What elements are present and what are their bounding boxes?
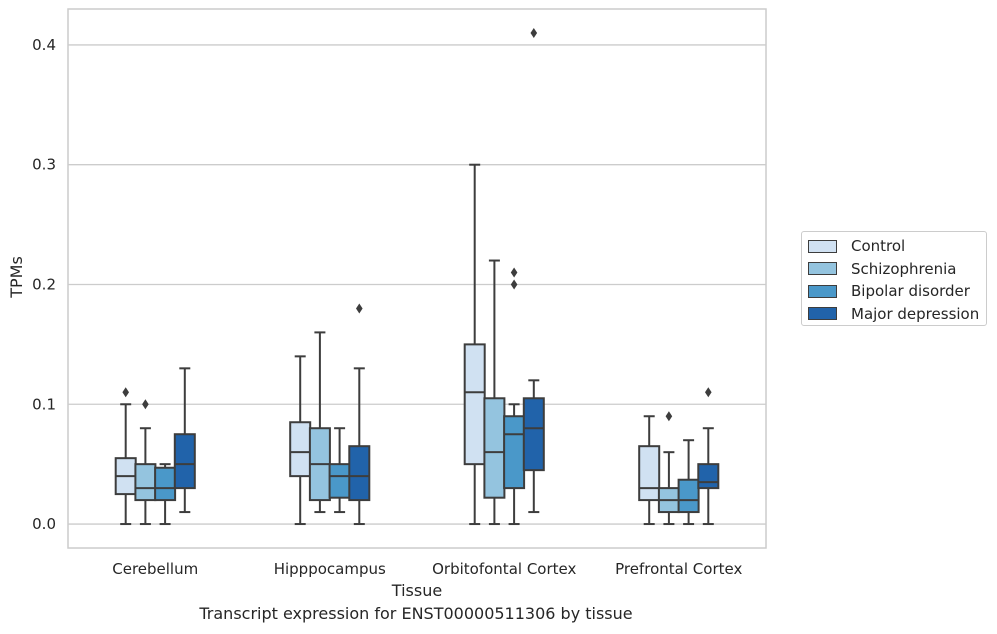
legend-item: Schizophrenia [808, 258, 986, 281]
y-tick-label: 0.2 [32, 275, 56, 293]
outlier-point [665, 411, 673, 422]
box-bipolar-disorder [677, 439, 700, 526]
legend-swatch [808, 262, 837, 276]
legend-label: Bipolar disorder [851, 282, 970, 301]
y-tick-label: 0.3 [32, 156, 56, 174]
box-iqr [154, 466, 177, 502]
box-iqr [173, 433, 196, 490]
outlier-point [510, 267, 518, 278]
box-major-depression [173, 367, 196, 514]
legend-swatch [808, 239, 837, 253]
box-control [289, 355, 312, 526]
box-iqr [463, 343, 486, 466]
y-tick-label: 0.4 [32, 36, 56, 54]
box-control [114, 387, 137, 526]
x-axis-label: Tissue [391, 581, 442, 600]
box-iqr [289, 421, 312, 478]
x-tick-labels: Cerebellum Hipppocampus Orbitofontal Corte… [112, 560, 742, 578]
legend-label: Control [851, 237, 906, 256]
box-bipolar-disorder [328, 427, 351, 514]
y-tick-label: 0.1 [32, 395, 56, 413]
legend-label: Schizophrenia [851, 259, 957, 278]
y-axis-label: TPMs [7, 256, 26, 299]
box-iqr [638, 445, 661, 502]
x-tick-label: Cerebellum [112, 560, 198, 578]
outlier-point [142, 399, 149, 410]
box-schizophrenia [657, 411, 680, 526]
box-major-depression [697, 387, 720, 526]
legend-label: Major depression [851, 304, 980, 323]
box-control [463, 163, 486, 526]
box-iqr [134, 463, 157, 502]
legend-item: Bipolar disorder [808, 280, 986, 303]
x-tick-label: Prefrontal Cortex [615, 560, 742, 578]
box-major-depression [348, 303, 371, 526]
box-iqr [328, 463, 351, 499]
box-bipolar-disorder [503, 267, 526, 526]
legend-item: Control [808, 235, 986, 258]
legend-swatch [808, 307, 837, 321]
outlier-point [356, 303, 363, 314]
box-series-layer [114, 27, 720, 526]
box-control [638, 415, 661, 526]
x-tick-label: Orbitofontal Cortex [432, 560, 576, 578]
legend: Control Schizophrenia Bipolar disorder Majo… [801, 231, 987, 326]
box-major-depression [522, 27, 545, 514]
box-schizophrenia [134, 399, 157, 526]
legend-item: Major depression [808, 303, 986, 326]
outlier-point [705, 387, 712, 398]
box-schizophrenia [308, 331, 331, 514]
box-schizophrenia [483, 259, 506, 526]
y-tick-labels: 0.0 0.1 0.2 0.3 0.4 [32, 36, 56, 533]
box-iqr [503, 415, 526, 490]
y-tick-label: 0.0 [32, 515, 56, 533]
box-iqr [522, 397, 545, 472]
box-iqr [483, 397, 506, 499]
outlier-point [122, 387, 129, 398]
gridlines [68, 44, 766, 525]
outlier-point [530, 27, 538, 38]
box-iqr [677, 478, 700, 514]
outlier-point [510, 279, 518, 290]
legend-swatch [808, 284, 837, 298]
box-bipolar-disorder [154, 463, 177, 526]
plot-frame [67, 8, 767, 549]
box-iqr [348, 445, 371, 502]
figure-caption: Transcript expression for ENST0000051130… [199, 604, 633, 623]
box-iqr [697, 463, 720, 490]
x-tick-label: Hipppocampus [274, 560, 386, 578]
